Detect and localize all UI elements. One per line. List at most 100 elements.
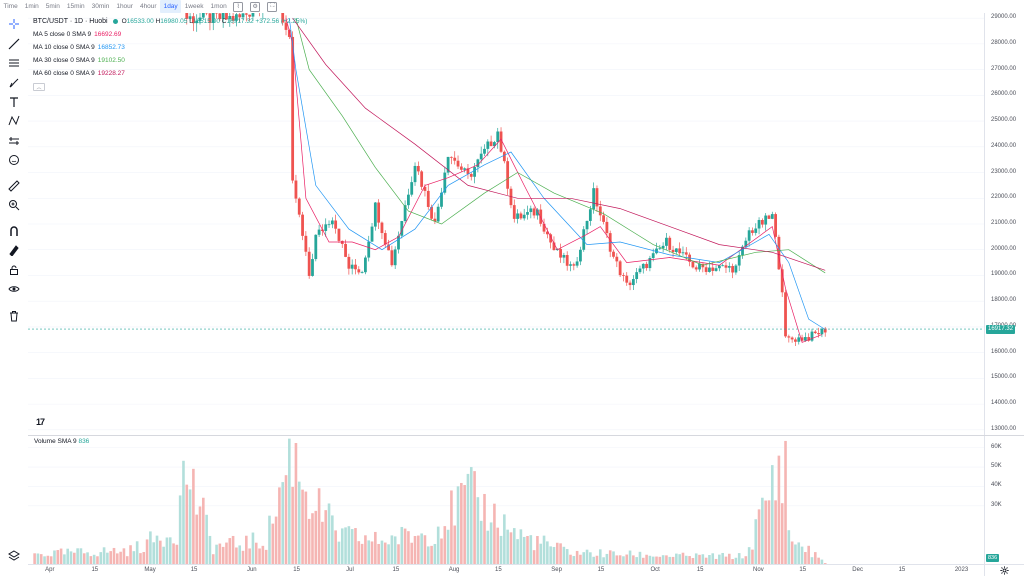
volume-bar xyxy=(635,557,638,564)
volume-bar xyxy=(149,531,152,564)
volume-bar xyxy=(628,550,632,564)
time-tick-label: 15 xyxy=(392,567,400,573)
volume-bar xyxy=(374,531,377,564)
chart-type-icon[interactable]: ⌇ xyxy=(233,1,244,12)
indicator-ma5[interactable]: MA 5 close 0 SMA 9 16692.69 xyxy=(33,28,307,41)
interval-1min[interactable]: 1min xyxy=(24,3,39,10)
symbol-title[interactable]: BTC/USDT · 1D · Huobi xyxy=(33,18,108,25)
volume-bar xyxy=(622,556,625,564)
volume-bar xyxy=(162,546,165,564)
volume-axis[interactable]: 60K 50K 40K 30K 836 xyxy=(984,436,1024,564)
price-tick-label: 26000.00 xyxy=(991,91,1017,98)
candle-body xyxy=(284,22,288,30)
volume-bar xyxy=(288,438,291,564)
indicator-ma30[interactable]: MA 30 close 0 SMA 9 19102.50 xyxy=(33,54,307,67)
volume-bar xyxy=(182,460,185,564)
volume-bar xyxy=(810,557,814,564)
interval-4hour[interactable]: 4hour xyxy=(139,3,157,10)
interval-1mon[interactable]: 1mon xyxy=(210,3,227,10)
candle-body xyxy=(433,218,437,222)
volume-bar xyxy=(585,549,589,564)
candle-body xyxy=(665,237,668,246)
candle-body xyxy=(208,13,212,23)
eye-icon[interactable] xyxy=(7,282,21,296)
volume-bar xyxy=(172,543,175,564)
low-label: L xyxy=(189,18,193,25)
interval-1week[interactable]: 1week xyxy=(184,3,204,10)
horizontal-lines-icon[interactable] xyxy=(7,56,21,70)
volume-bar xyxy=(555,542,559,564)
volume-bar xyxy=(304,491,308,564)
current-volume-tag: 836 xyxy=(986,554,1000,562)
candle-body xyxy=(519,213,523,219)
indicator-ma10[interactable]: MA 10 close 0 SMA 9 16852.73 xyxy=(33,41,307,54)
volume-bar xyxy=(274,516,278,564)
candle-body xyxy=(582,229,586,250)
fullscreen-icon[interactable]: ⛶ xyxy=(267,1,278,12)
indicator-ma60[interactable]: MA 60 close 0 SMA 9 19228.27 xyxy=(33,67,307,80)
settings-icon[interactable]: ⚙ xyxy=(250,1,261,12)
volume-bar xyxy=(33,553,36,564)
interval-5min[interactable]: 5min xyxy=(45,3,60,10)
candle-body xyxy=(694,267,698,270)
candle-body xyxy=(473,167,476,177)
volume-bar xyxy=(569,554,572,564)
price-axis[interactable]: 29000.00 28000.00 27000.00 26000.00 25000.00… xyxy=(984,13,1024,435)
candle-body xyxy=(367,241,371,258)
volume-bar xyxy=(284,475,288,564)
volume-bar xyxy=(797,542,801,564)
volume-bar xyxy=(632,555,635,564)
volume-legend[interactable]: Volume SMA 9 836 xyxy=(34,438,89,445)
magnet-icon[interactable] xyxy=(7,224,21,238)
lock-icon[interactable] xyxy=(7,263,21,277)
volume-bar xyxy=(86,552,89,564)
candle-body xyxy=(774,214,777,237)
volume-bar xyxy=(823,563,827,564)
candle-body xyxy=(585,220,589,230)
brush-icon[interactable] xyxy=(7,76,21,90)
volume-bar xyxy=(784,440,787,564)
volume-bar xyxy=(704,557,708,564)
interval-30min[interactable]: 30min xyxy=(91,3,110,10)
volume-chart[interactable] xyxy=(28,436,984,564)
volume-bar xyxy=(450,490,453,564)
collapse-legend-button[interactable]: ︿ xyxy=(33,83,45,91)
volume-tick-label: 30K xyxy=(991,501,1002,508)
tradingview-logo[interactable]: 17 xyxy=(36,417,45,427)
volume-bar xyxy=(357,541,361,564)
interval-1hour[interactable]: 1hour xyxy=(116,3,133,10)
interval-1day[interactable]: 1day xyxy=(160,0,182,13)
price-chart[interactable] xyxy=(28,13,984,435)
candle-body xyxy=(615,256,619,262)
volume-bar xyxy=(483,493,486,564)
volume-bar xyxy=(804,552,807,564)
chart-settings-icon[interactable] xyxy=(984,564,1024,576)
trash-icon[interactable] xyxy=(7,309,21,323)
volume-bar xyxy=(231,535,235,564)
trend-line-icon[interactable] xyxy=(7,37,21,51)
candle-body xyxy=(602,215,605,222)
zoom-in-icon[interactable] xyxy=(7,198,21,212)
volume-bar xyxy=(777,455,781,564)
ruler-icon[interactable] xyxy=(7,179,21,193)
crosshair-icon[interactable] xyxy=(7,17,21,31)
candle-body xyxy=(364,257,367,273)
text-icon[interactable] xyxy=(7,95,21,109)
time-label[interactable]: Time xyxy=(3,3,18,10)
candle-body xyxy=(241,13,245,18)
candle-body xyxy=(780,269,784,293)
pane-separator[interactable] xyxy=(28,435,1024,436)
volume-bar xyxy=(228,538,232,564)
time-axis[interactable]: Apr 15 May 15 Jun 15 Jul 15 Aug 15 Sep 15 Oct 15 Nov 15… xyxy=(28,564,984,576)
candle-body xyxy=(757,219,761,229)
candle-body xyxy=(360,272,364,274)
object-tree-icon[interactable] xyxy=(7,549,21,563)
volume-bar xyxy=(764,500,767,564)
volume-bar xyxy=(211,554,215,564)
prediction-icon[interactable] xyxy=(7,134,21,148)
lock-drawings-icon[interactable] xyxy=(7,243,21,257)
volume-bar xyxy=(476,497,480,564)
pattern-icon[interactable] xyxy=(7,114,21,128)
emoji-icon[interactable] xyxy=(7,153,21,167)
interval-15min[interactable]: 15min xyxy=(66,3,85,10)
